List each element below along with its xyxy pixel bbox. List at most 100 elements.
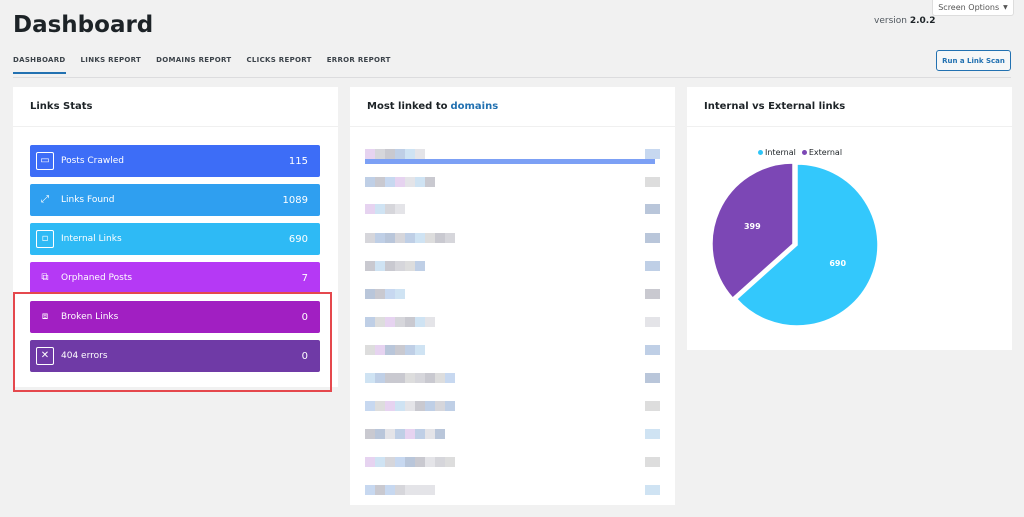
blurred-block [425,177,435,187]
domain-row [365,457,660,469]
blurred-block [395,317,405,327]
blurred-block [395,233,405,243]
blurred-block [415,149,425,159]
blurred-block [645,485,660,495]
domain-row [365,149,660,164]
blurred-block [385,149,395,159]
blurred-block [365,345,375,355]
stat-label: Posts Crawled [61,156,124,166]
blurred-block [405,149,415,159]
tab-links-report[interactable]: LINKS REPORT [80,56,142,64]
tab-domains-report[interactable]: DOMAINS REPORT [156,56,232,64]
blurred-block [375,233,385,243]
stat-broken-links[interactable]: ⧈ Broken Links 0 [30,301,320,333]
blurred-block [415,345,425,355]
blurred-block [395,373,405,383]
stat-label: 404 errors [61,351,108,361]
screen-options-label: Screen Options [938,3,1000,12]
blurred-block [395,401,405,411]
blurred-block [375,204,385,214]
blurred-block [375,317,385,327]
blurred-block [405,457,415,467]
blurred-block [445,401,455,411]
domain-row [365,204,660,216]
blurred-block [375,457,385,467]
stat-posts-crawled[interactable]: ▭ Posts Crawled 115 [30,145,320,177]
orphan-windows-icon: ⧉ [41,272,49,283]
blurred-block [365,289,375,299]
domains-card: Most linked to domains [350,87,675,505]
blurred-block [435,233,445,243]
blurred-block [365,149,375,159]
tab-dashboard[interactable]: DASHBOARD [13,56,66,74]
blurred-block [365,317,375,327]
domain-row [365,317,660,329]
blurred-block [435,401,445,411]
blurred-block [385,457,395,467]
blurred-block [425,373,435,383]
blurred-block [405,233,415,243]
blurred-block [385,204,395,214]
blurred-block [425,317,435,327]
tab-clicks-report[interactable]: CLICKS REPORT [246,56,312,64]
caret-down-icon: ▼ [1003,4,1008,11]
legend-label: External [808,148,843,157]
blurred-block [385,429,395,439]
blurred-block [365,401,375,411]
blurred-block [405,429,415,439]
blurred-block [385,345,395,355]
stat-404-errors[interactable]: ✕ 404 errors 0 [30,340,320,372]
blurred-block [415,177,425,187]
blurred-block [645,261,660,271]
blurred-block [395,485,405,495]
legend-item-external[interactable]: External [801,148,843,157]
legend-dot-icon [758,150,763,155]
domain-row [365,177,660,189]
domain-row [365,289,660,301]
domain-row [365,373,660,385]
window-icon: ▭ [36,152,54,170]
blurred-block [645,177,660,187]
blurred-block [395,149,405,159]
blurred-block [375,401,385,411]
stat-label: Internal Links [61,234,122,244]
blurred-block [405,401,415,411]
blurred-block [365,233,375,243]
blurred-block [415,373,425,383]
stat-orphaned-posts[interactable]: ⧉ Orphaned Posts 7 [30,262,320,294]
blurred-block [645,233,660,243]
blurred-block [395,177,405,187]
blurred-block [425,457,435,467]
blurred-block [425,485,435,495]
blurred-block [395,204,405,214]
stat-value: 1089 [282,194,308,206]
stat-label: Broken Links [61,312,119,322]
run-link-scan-button[interactable]: Run a Link Scan [936,50,1011,71]
blurred-block [415,457,425,467]
blurred-block [645,457,660,467]
blurred-block [445,457,455,467]
blurred-block [405,317,415,327]
stat-value: 690 [288,233,308,245]
legend-dot-icon [801,150,807,155]
blurred-block [365,457,375,467]
blurred-block [405,485,415,495]
blurred-block [425,233,435,243]
screen-options-button[interactable]: Screen Options ▼ [932,0,1014,16]
blurred-block [415,233,425,243]
legend-label: Internal [765,148,796,157]
blurred-block [415,485,425,495]
stat-internal-links[interactable]: ▫ Internal Links 690 [30,223,320,255]
domain-row [365,429,660,441]
tab-error-report[interactable]: ERROR REPORT [326,56,391,64]
highlight-annotation [13,292,332,392]
stat-links-found[interactable]: ⤢ Links Found 1089 [30,184,320,216]
stat-value: 0 [301,350,308,362]
legend-item-internal[interactable]: Internal [758,148,796,157]
version-label: version [874,16,907,26]
blurred-block [365,429,375,439]
blurred-block [405,373,415,383]
blurred-block [395,429,405,439]
blurred-block [435,457,445,467]
blurred-block [395,261,405,271]
